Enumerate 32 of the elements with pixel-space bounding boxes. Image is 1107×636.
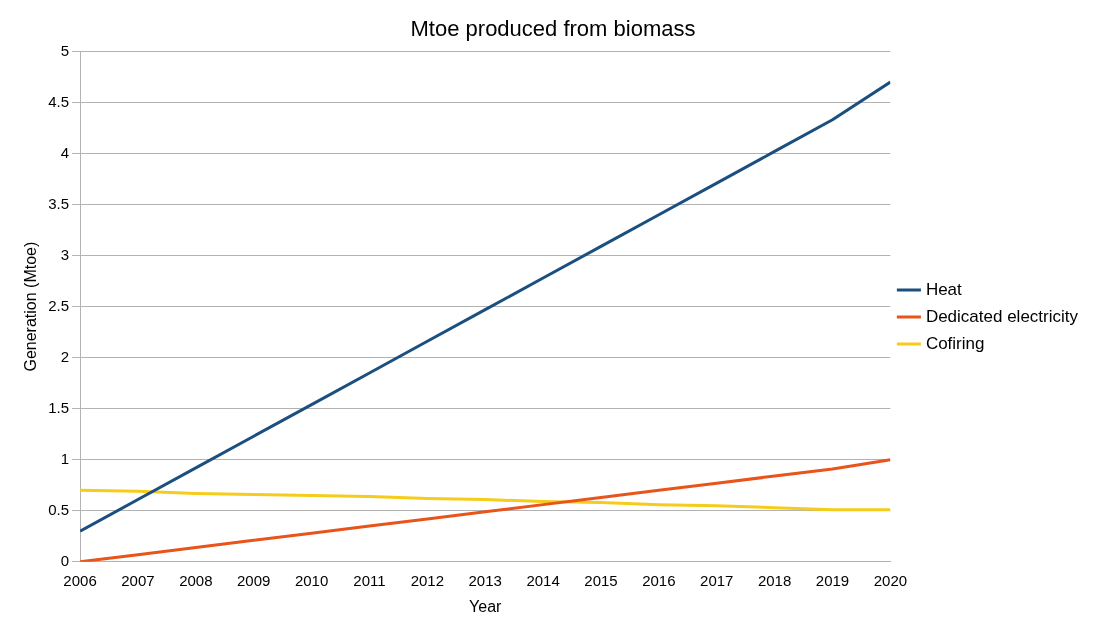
y-tick-label: 0 bbox=[60, 551, 70, 569]
y-tick-label: 4.5 bbox=[48, 92, 70, 110]
y-tick-label: 2.5 bbox=[48, 296, 70, 314]
y-tick-label: 0.5 bbox=[48, 500, 70, 518]
legend-label: Heat bbox=[925, 279, 963, 299]
y-tick-label: 2 bbox=[60, 347, 70, 365]
x-tick-label: 2017 bbox=[700, 571, 734, 589]
y-tick-label: 4 bbox=[60, 143, 70, 161]
x-tick-label: 2010 bbox=[294, 571, 329, 589]
chart-title: Mtoe produced from biomass bbox=[410, 16, 696, 42]
x-tick-label: 2007 bbox=[121, 571, 155, 589]
x-tick-label: 2009 bbox=[237, 571, 271, 589]
y-axis-title: Generation (Mtoe) bbox=[22, 241, 40, 372]
x-tick-label: 2013 bbox=[468, 571, 502, 589]
x-tick-label: 2015 bbox=[584, 571, 618, 589]
legend-label: Cofiring bbox=[925, 333, 985, 353]
x-tick-label: 2014 bbox=[526, 571, 560, 589]
y-tick-label: 1.5 bbox=[48, 398, 70, 416]
legend-label: Dedicated electricity bbox=[925, 306, 1079, 326]
x-axis-title: Year bbox=[469, 597, 503, 615]
x-tick-label: 2019 bbox=[815, 571, 850, 589]
x-tick-label: 2011 bbox=[353, 571, 386, 589]
x-tick-label: 2012 bbox=[410, 571, 445, 589]
x-tick-label: 2008 bbox=[179, 571, 213, 589]
y-tick-label: 3 bbox=[60, 245, 70, 263]
x-tick-label: 2006 bbox=[63, 571, 97, 589]
x-tick-label: 2018 bbox=[757, 571, 792, 589]
y-tick-label: 5 bbox=[60, 41, 70, 59]
y-tick-label: 3.5 bbox=[48, 194, 70, 212]
x-tick-label: 2016 bbox=[642, 571, 676, 589]
y-tick-label: 1 bbox=[60, 449, 70, 467]
x-tick-label: 2020 bbox=[873, 571, 908, 589]
